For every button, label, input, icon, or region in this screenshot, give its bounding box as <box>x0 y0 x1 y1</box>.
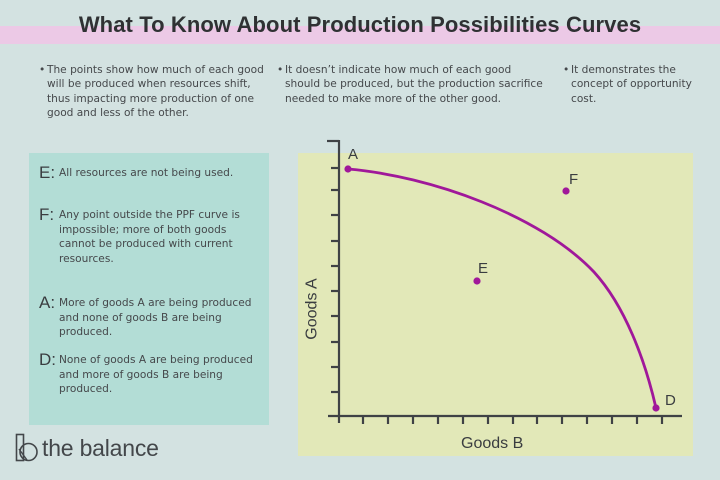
logo-text: the balance <box>42 435 159 461</box>
y-axis-label: Goods A <box>303 278 321 340</box>
bullet-text: The points show how much of each good wi… <box>47 64 264 119</box>
bullet-marker: • <box>563 64 570 76</box>
legend-key: D: <box>39 350 56 369</box>
x-axis <box>328 414 682 424</box>
chart-panel <box>298 153 693 456</box>
bullet-point: • The points show how much of each good … <box>39 63 277 120</box>
point-label-a: A <box>348 146 359 163</box>
point-d <box>652 404 660 412</box>
point-label-f: F <box>569 171 579 188</box>
point-label-e: E <box>478 260 489 277</box>
x-axis-label: Goods B <box>461 435 524 452</box>
legend-key: F: <box>39 205 55 224</box>
legend-text: Any point outside the PPF curve is impos… <box>59 209 240 265</box>
legend-key: E: <box>39 163 56 182</box>
y-axis <box>327 139 341 423</box>
bullet-marker: • <box>39 64 46 76</box>
point-a <box>344 165 352 173</box>
ppf-curve <box>346 167 658 410</box>
point-f <box>562 187 570 195</box>
legend-text: More of goods A are being produced and n… <box>59 297 252 338</box>
bullet-point: • It doesn’t indicate how much of each g… <box>277 63 545 106</box>
bullet-point: • It demonstrates the concept of opportu… <box>563 63 701 106</box>
legend-panel: E: All resources are not being used. F: … <box>29 153 269 425</box>
the-balance-logo-icon <box>15 433 38 462</box>
legend-key: A: <box>39 293 56 312</box>
bullet-text: It doesn’t indicate how much of each goo… <box>285 64 543 105</box>
bullet-marker: • <box>277 64 284 76</box>
legend-text: None of goods A are being produced and m… <box>59 354 253 395</box>
legend-text: All resources are not being used. <box>59 167 234 179</box>
point-label-d: D <box>665 392 676 409</box>
bullet-text: It demonstrates the concept of opportuni… <box>571 64 692 105</box>
page-title: What To Know About Production Possibilit… <box>78 12 642 37</box>
title-band <box>0 26 720 44</box>
point-e <box>473 277 481 285</box>
